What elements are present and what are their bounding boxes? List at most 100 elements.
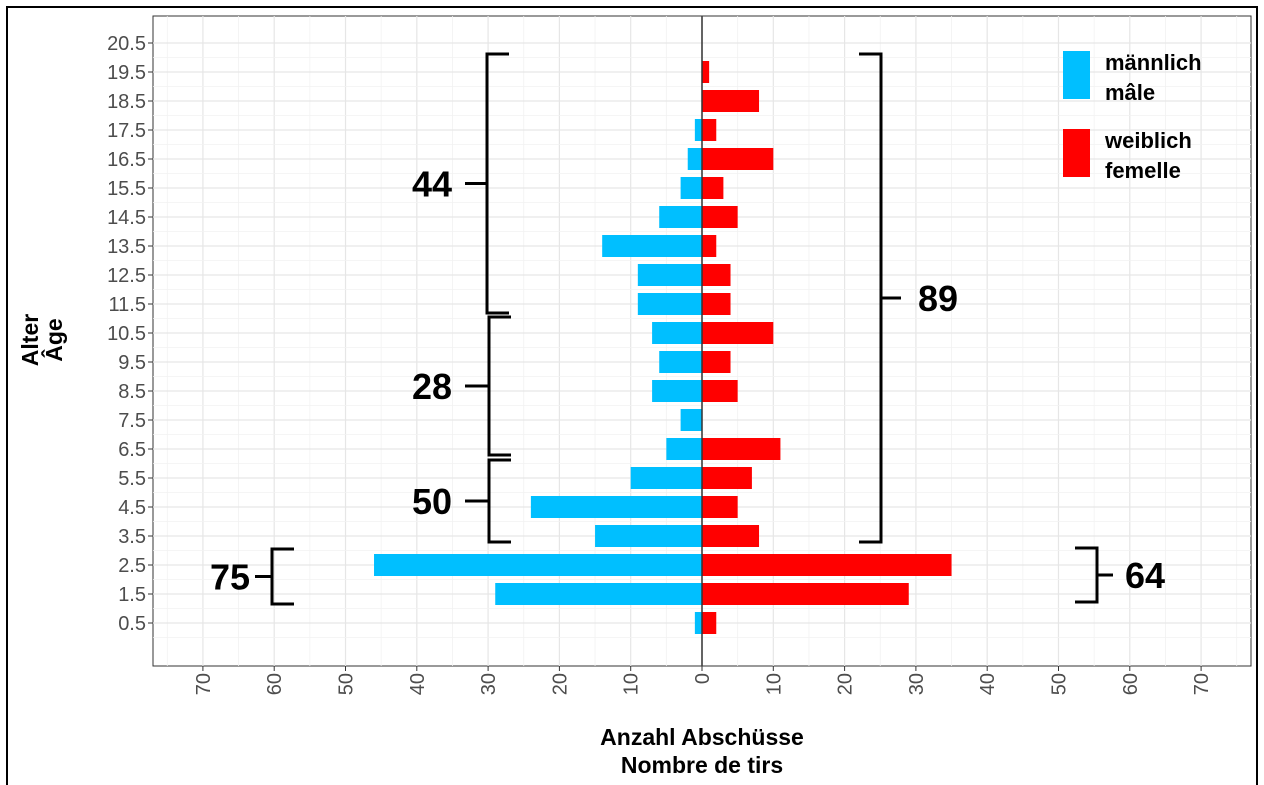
bar-female-0.5 [702, 612, 717, 634]
bars [374, 61, 952, 634]
y-tick-label: 9.5 [118, 352, 146, 374]
bar-female-8.5 [702, 380, 738, 402]
x-tick-label: 20 [549, 673, 571, 695]
bracket-44: 44 [412, 52, 509, 315]
x-tick-label: 10 [621, 673, 643, 695]
y-tick-label: 16.5 [107, 149, 146, 171]
bar-female-10.5 [702, 322, 774, 344]
x-tick-label: 60 [1120, 673, 1142, 695]
bar-male-16.5 [687, 148, 702, 170]
y-tick-label: 17.5 [107, 120, 146, 142]
y-tick-label: 4.5 [118, 497, 146, 519]
bar-female-17.5 [702, 119, 717, 141]
bar-male-10.5 [652, 322, 702, 344]
bar-male-11.5 [637, 293, 702, 315]
x-tick-label: 50 [1048, 673, 1070, 695]
y-tick-label: 8.5 [118, 381, 146, 403]
y-tick-label: 18.5 [107, 91, 146, 113]
bar-female-16.5 [702, 148, 774, 170]
legend: männlich mâle weiblich femelle [1063, 50, 1202, 183]
bar-female-6.5 [702, 438, 781, 460]
legend-label: weiblich [1104, 128, 1192, 153]
legend-key-0 [1063, 51, 1090, 99]
bar-male-3.5 [595, 525, 702, 547]
bar-female-5.5 [702, 467, 752, 489]
bracket-label: 28 [412, 366, 452, 407]
bar-female-11.5 [702, 293, 731, 315]
y-tick-label: 0.5 [118, 613, 146, 635]
x-tick-label: 30 [906, 673, 928, 695]
y-tick-label: 7.5 [118, 410, 146, 432]
bar-male-5.5 [630, 467, 702, 489]
y-tick-label: 20.5 [107, 33, 146, 55]
bracket-28: 28 [412, 315, 511, 457]
bracket-annotations: 75 50 28 44 64 89 [210, 52, 1165, 606]
bar-female-13.5 [702, 235, 717, 257]
bracket-64: 64 [1075, 546, 1165, 604]
y-tick-label: 2.5 [118, 555, 146, 577]
bar-male-6.5 [666, 438, 702, 460]
x-tick-label: 20 [835, 673, 857, 695]
x-tick-label: 70 [1191, 673, 1213, 695]
legend-label: männlich [1105, 50, 1202, 75]
bar-female-19.5 [702, 61, 710, 83]
x-tick-label: 40 [977, 673, 999, 695]
bar-male-15.5 [680, 177, 702, 199]
bar-male-4.5 [530, 496, 702, 518]
bar-male-17.5 [694, 119, 702, 141]
y-tick-label: 11.5 [109, 294, 146, 316]
bar-male-13.5 [602, 235, 702, 257]
bracket-label: 64 [1125, 555, 1165, 596]
y-axis-title: Alter [17, 314, 43, 366]
bar-female-3.5 [702, 525, 760, 547]
y-axis-title: Âge [40, 318, 67, 361]
y-tick-label: 14.5 [107, 207, 146, 229]
bar-male-0.5 [694, 612, 702, 634]
bracket-75: 75 [210, 547, 294, 606]
y-tick-labels: 0.5 1.5 2.5 3.5 4.5 5.5 6.5 7.5 8.5 9.5 10.5 11.5 12… [107, 33, 153, 635]
figure-frame [6, 6, 1258, 785]
x-tick-label: 60 [264, 673, 286, 695]
legend-key-1 [1063, 129, 1090, 177]
bar-male-14.5 [659, 206, 702, 228]
bar-male-9.5 [659, 351, 702, 373]
x-tick-label: 10 [763, 673, 785, 695]
bracket-89: 89 [859, 52, 958, 544]
x-tick-label: 40 [407, 673, 429, 695]
bar-female-1.5 [702, 583, 909, 605]
bar-male-2.5 [374, 554, 702, 576]
bar-male-7.5 [680, 409, 702, 431]
bar-female-2.5 [702, 554, 952, 576]
bar-female-15.5 [702, 177, 724, 199]
y-tick-label: 1.5 [118, 584, 146, 606]
x-tick-label: 30 [478, 673, 500, 695]
y-tick-label: 12.5 [107, 265, 146, 287]
bracket-label: 44 [412, 164, 452, 205]
legend-label: femelle [1105, 158, 1181, 183]
bar-female-12.5 [702, 264, 731, 286]
bracket-label: 75 [210, 557, 250, 598]
bracket-label: 89 [918, 278, 958, 319]
y-tick-label: 15.5 [107, 178, 146, 200]
bracket-50: 50 [412, 458, 511, 544]
bar-female-18.5 [702, 90, 760, 112]
x-tick-label: 0 [692, 673, 714, 684]
y-tick-label: 3.5 [118, 526, 146, 548]
y-tick-label: 19.5 [107, 62, 146, 84]
bar-male-12.5 [637, 264, 702, 286]
y-tick-label: 13.5 [107, 236, 146, 258]
bracket-label: 50 [412, 481, 452, 522]
x-tick-label: 50 [336, 673, 358, 695]
bar-male-8.5 [652, 380, 702, 402]
y-tick-label: 6.5 [118, 439, 146, 461]
x-tick-label: 70 [193, 673, 215, 695]
y-tick-label: 5.5 [118, 468, 146, 490]
bar-female-9.5 [702, 351, 731, 373]
x-tick-labels: 70 60 50 40 30 20 10 0 10 20 30 40 50 60 70 [193, 666, 1213, 695]
bar-female-4.5 [702, 496, 738, 518]
bar-female-14.5 [702, 206, 738, 228]
legend-label: mâle [1105, 80, 1155, 105]
bar-male-1.5 [495, 583, 702, 605]
